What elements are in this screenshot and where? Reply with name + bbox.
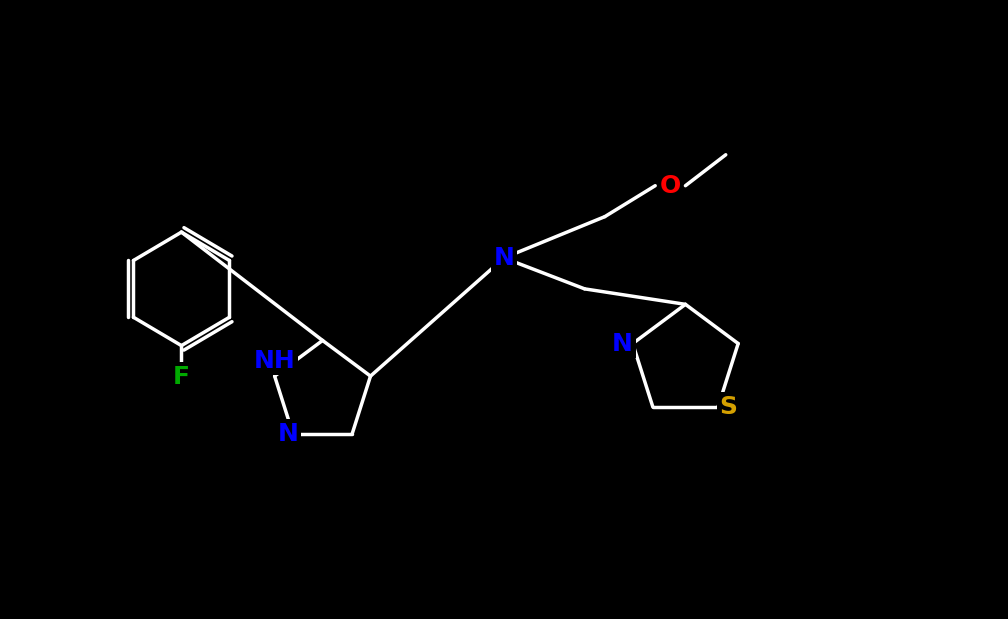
Text: N: N [612,332,633,355]
Text: O: O [659,174,681,197]
Text: N: N [277,422,298,446]
Text: N: N [494,246,514,270]
Text: F: F [173,365,190,389]
Text: S: S [719,395,737,419]
Text: NH: NH [254,348,295,373]
